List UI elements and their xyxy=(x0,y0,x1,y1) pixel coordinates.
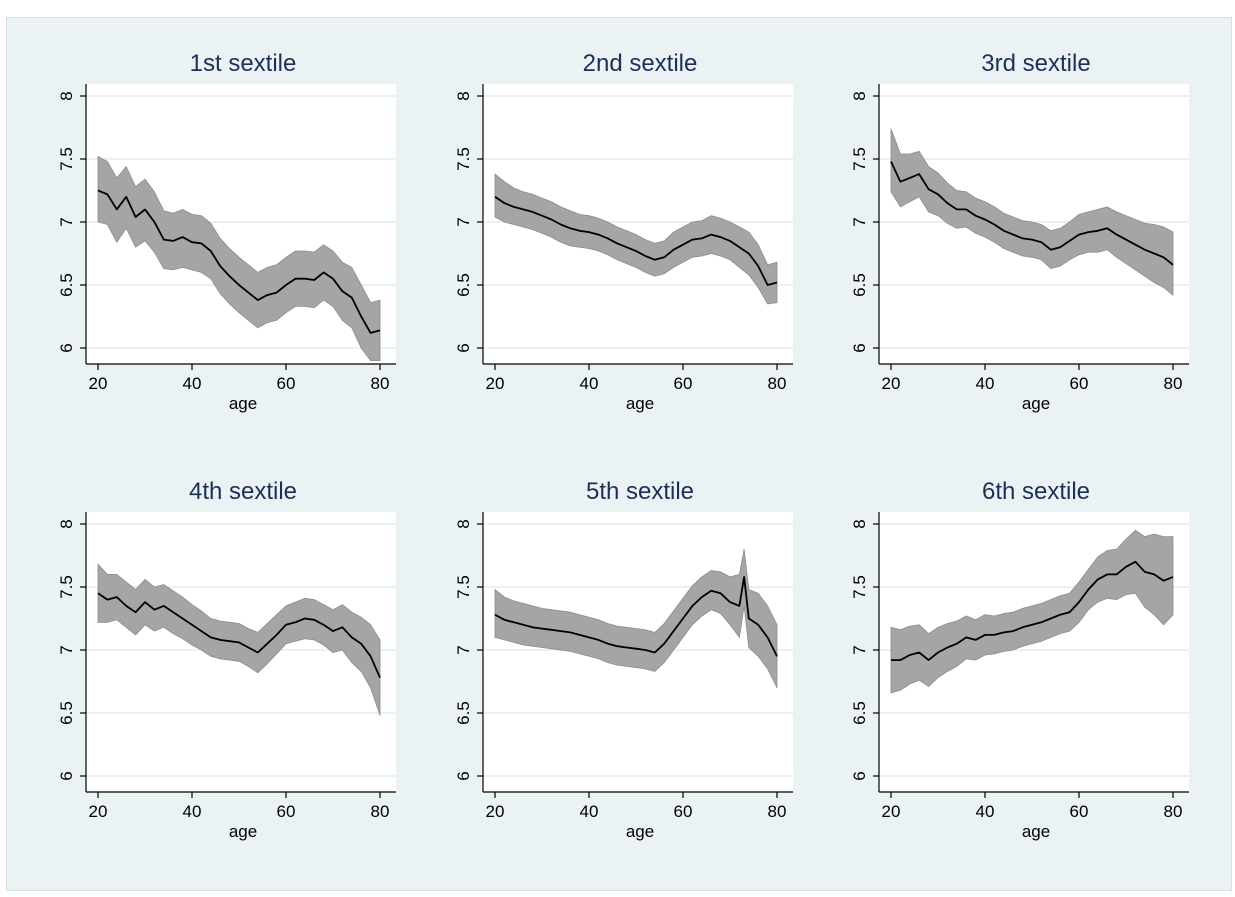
x-tick-label: 40 xyxy=(976,374,995,393)
x-tick-label: 20 xyxy=(882,802,901,821)
x-tick-label: 80 xyxy=(768,374,787,393)
x-tick-label: 40 xyxy=(183,374,202,393)
x-tick-label: 20 xyxy=(882,374,901,393)
y-tick-label: 7.5 xyxy=(57,147,76,171)
y-tick-label: 6 xyxy=(57,771,76,780)
y-tick-label: 7.5 xyxy=(850,575,869,599)
x-axis-label: age xyxy=(1022,394,1050,413)
x-axis-label: age xyxy=(1022,822,1050,841)
y-tick-label: 6 xyxy=(850,343,869,352)
x-tick-label: 60 xyxy=(674,374,693,393)
x-tick-label: 80 xyxy=(371,802,390,821)
confidence-band xyxy=(494,549,778,688)
y-tick-label: 7.5 xyxy=(454,575,473,599)
x-tick-label: 80 xyxy=(768,802,787,821)
chart-title: 5th sextile xyxy=(586,478,694,505)
y-tick-label: 6.5 xyxy=(850,273,869,297)
series-line xyxy=(890,161,1174,266)
chart-panel-3: 6 6.5 7 7.5 8 20 40 60 80 age 3rd sextile xyxy=(850,50,1189,413)
x-axis-label: age xyxy=(626,394,654,413)
confidence-band xyxy=(890,529,1174,694)
x-tick-label: 40 xyxy=(580,802,599,821)
y-tick-label: 7 xyxy=(850,217,869,226)
x-axis-label: age xyxy=(626,822,654,841)
chart-title: 3rd sextile xyxy=(981,50,1090,77)
x-tick-label: 20 xyxy=(89,374,108,393)
x-tick-label: 20 xyxy=(89,802,108,821)
x-tick-label: 60 xyxy=(674,802,693,821)
y-tick-label: 8 xyxy=(454,91,473,100)
x-tick-label: 60 xyxy=(277,374,296,393)
y-tick-label: 6 xyxy=(850,771,869,780)
y-tick-label: 7 xyxy=(454,645,473,654)
y-tick-label: 7 xyxy=(850,645,869,654)
y-tick-label: 7 xyxy=(57,217,76,226)
chart-title: 2nd sextile xyxy=(583,50,698,77)
y-tick-label: 6.5 xyxy=(57,273,76,297)
x-tick-label: 80 xyxy=(371,374,390,393)
x-tick-label: 80 xyxy=(1164,802,1183,821)
x-tick-label: 40 xyxy=(976,802,995,821)
y-tick-label: 8 xyxy=(850,91,869,100)
y-tick-label: 6.5 xyxy=(454,701,473,725)
y-tick-label: 7 xyxy=(454,217,473,226)
chart-panel-4: 6 6.5 7 7.5 8 20 40 60 80 age 4th sextile xyxy=(57,478,396,841)
x-tick-label: 40 xyxy=(183,802,202,821)
y-tick-label: 8 xyxy=(850,519,869,528)
x-tick-label: 20 xyxy=(486,802,505,821)
confidence-band xyxy=(890,128,1174,296)
chart-title: 4th sextile xyxy=(189,478,297,505)
x-tick-label: 60 xyxy=(1070,374,1089,393)
series-line xyxy=(97,189,381,334)
y-tick-label: 7 xyxy=(57,645,76,654)
chart-title: 1st sextile xyxy=(190,50,297,77)
x-axis-label: age xyxy=(229,822,257,841)
chart-panel-6: 6 6.5 7 7.5 8 20 40 60 80 age 6th sextile xyxy=(850,478,1189,841)
y-tick-label: 6.5 xyxy=(57,701,76,725)
series-line xyxy=(494,576,778,657)
y-tick-label: 8 xyxy=(454,519,473,528)
y-tick-label: 8 xyxy=(57,519,76,528)
series-line xyxy=(891,560,1174,661)
series-line xyxy=(494,196,778,286)
x-tick-label: 40 xyxy=(580,374,599,393)
x-tick-label: 80 xyxy=(1164,374,1183,393)
y-tick-label: 6.5 xyxy=(454,273,473,297)
chart-panel-1: 6 6.5 7 7.5 8 20 40 60 80 age 1st sextile xyxy=(57,50,396,413)
chart-title: 6th sextile xyxy=(982,478,1090,505)
series-line xyxy=(97,592,381,679)
confidence-band xyxy=(97,155,381,361)
y-tick-label: 6 xyxy=(454,343,473,352)
x-axis-label: age xyxy=(229,394,257,413)
y-tick-label: 6 xyxy=(57,343,76,352)
x-tick-label: 60 xyxy=(277,802,296,821)
y-tick-label: 6 xyxy=(454,771,473,780)
y-tick-label: 7.5 xyxy=(850,147,869,171)
y-tick-label: 7.5 xyxy=(57,575,76,599)
confidence-band xyxy=(97,563,381,716)
x-tick-label: 20 xyxy=(486,374,505,393)
y-tick-label: 6.5 xyxy=(850,701,869,725)
chart-panel-2: 6 6.5 7 7.5 8 20 40 60 80 age 2nd sextile xyxy=(454,50,793,413)
x-tick-label: 60 xyxy=(1070,802,1089,821)
chart-panel-5: 6 6.5 7 7.5 8 20 40 60 80 age 5th sextile xyxy=(454,478,793,841)
y-tick-label: 8 xyxy=(57,91,76,100)
confidence-band xyxy=(494,173,778,305)
y-tick-label: 7.5 xyxy=(454,147,473,171)
